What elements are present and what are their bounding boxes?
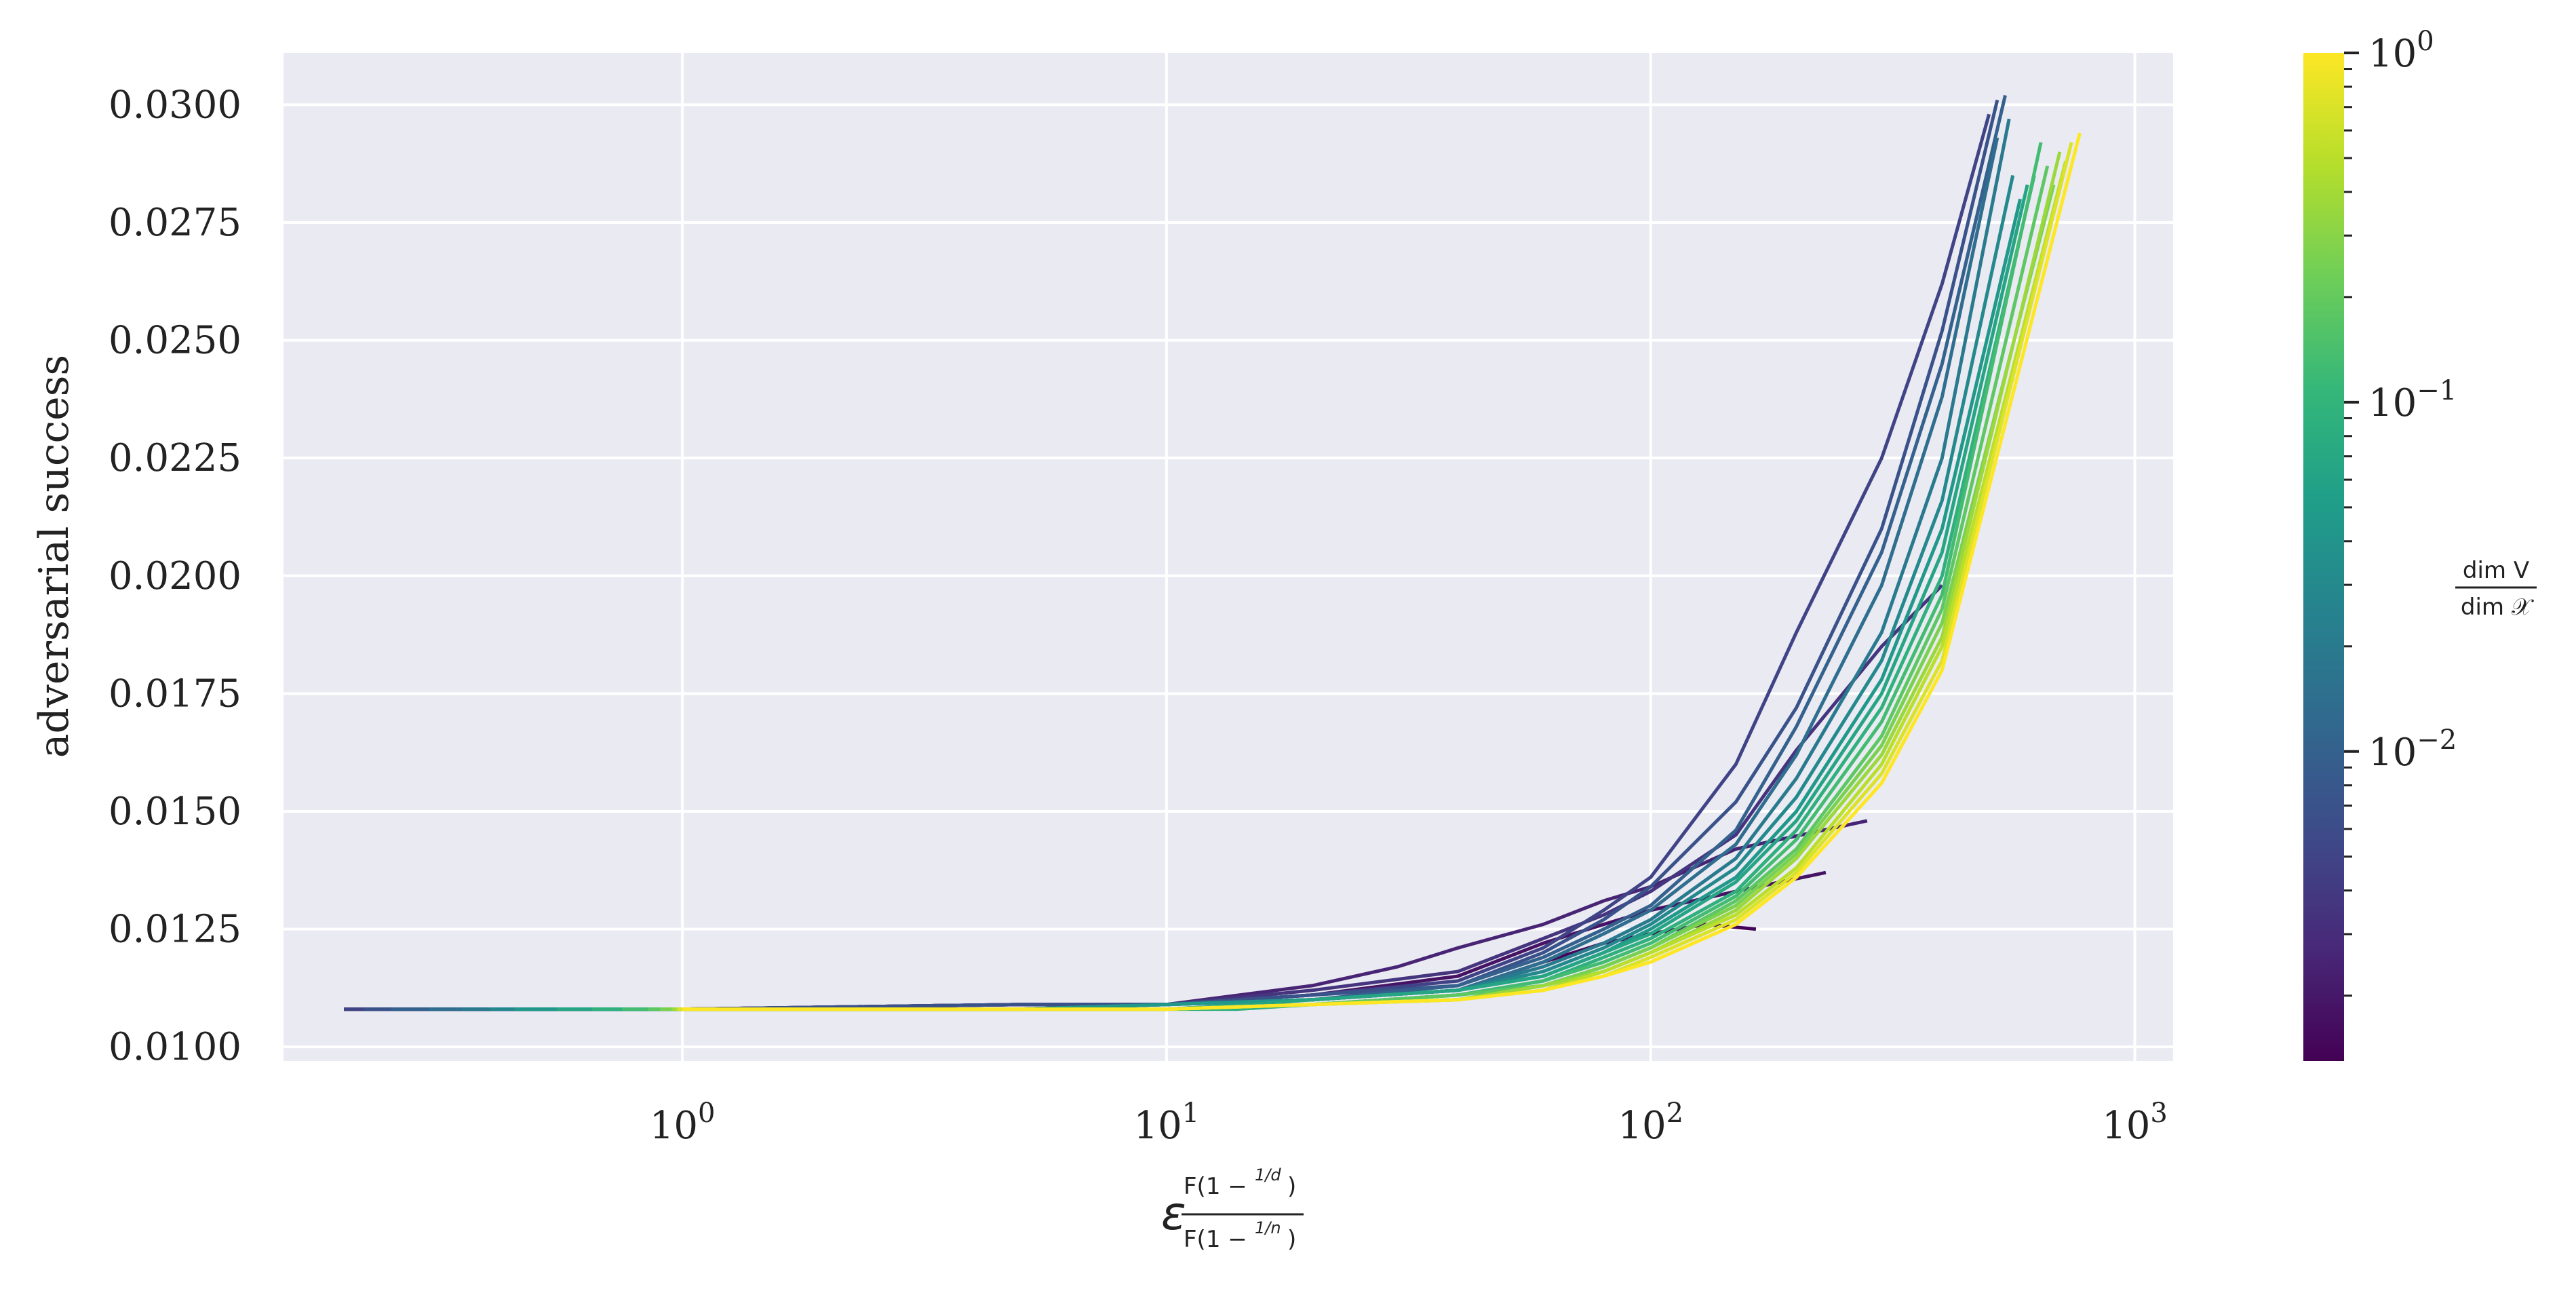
x-tick-label: 102 (1618, 1098, 1683, 1148)
y-tick-label: 0.0300 (109, 83, 241, 127)
x-axis-denominator-fraction: 1/n (1255, 1218, 1281, 1237)
x-tick-label: 101 (1134, 1098, 1200, 1148)
colorbar-ticks: 100 10−1 10−2 (2344, 26, 2457, 997)
colorbar (2303, 53, 2344, 1061)
y-tick-label: 0.0150 (109, 790, 241, 834)
x-axis-denominator-close: ) (1287, 1226, 1296, 1253)
colorbar-label-numerator: dim V (2463, 557, 2529, 584)
x-axis-denominator: F(1 − (1184, 1226, 1247, 1253)
x-tick-label: 100 (650, 1098, 716, 1148)
y-tick-label: 0.0225 (109, 436, 241, 480)
colorbar-tick-label: 100 (2368, 26, 2434, 76)
colorbar-label-denominator: dim 𝒳 (2461, 594, 2534, 621)
y-tick-label: 0.0100 (109, 1025, 241, 1069)
y-axis-title: adversarial success (31, 355, 78, 758)
y-tick-label: 0.0175 (109, 672, 241, 716)
y-tick-label: 0.0275 (109, 201, 241, 245)
x-axis-numerator-fraction: 1/d (1255, 1165, 1281, 1184)
colorbar-tick-label: 10−2 (2368, 725, 2457, 775)
colorbar-tick-label: 10−1 (2368, 375, 2457, 425)
x-axis-numerator: F(1 − (1184, 1173, 1247, 1200)
series-group (344, 94, 2082, 1011)
series-line (682, 132, 2082, 1011)
y-tick-labels: 0.0100 0.0125 0.0150 0.0175 0.0200 0.0225 0.02… (109, 83, 241, 1069)
x-tick-label: 103 (2102, 1098, 2168, 1148)
y-tick-label: 0.0125 (109, 908, 241, 952)
series-line (364, 99, 1999, 1011)
y-tick-label: 0.0250 (109, 319, 241, 363)
grid (284, 53, 2173, 1061)
y-tick-label: 0.0200 (109, 554, 241, 598)
colorbar-label: dim V dim 𝒳 (2455, 557, 2537, 621)
plot-area (284, 53, 2173, 1061)
x-tick-labels: 100 101 102 103 (650, 1098, 2168, 1148)
x-axis-title: ε F(1 − 1/d ) F(1 − 1/n ) (1161, 1165, 1304, 1253)
x-axis-numerator-close: ) (1287, 1173, 1296, 1200)
